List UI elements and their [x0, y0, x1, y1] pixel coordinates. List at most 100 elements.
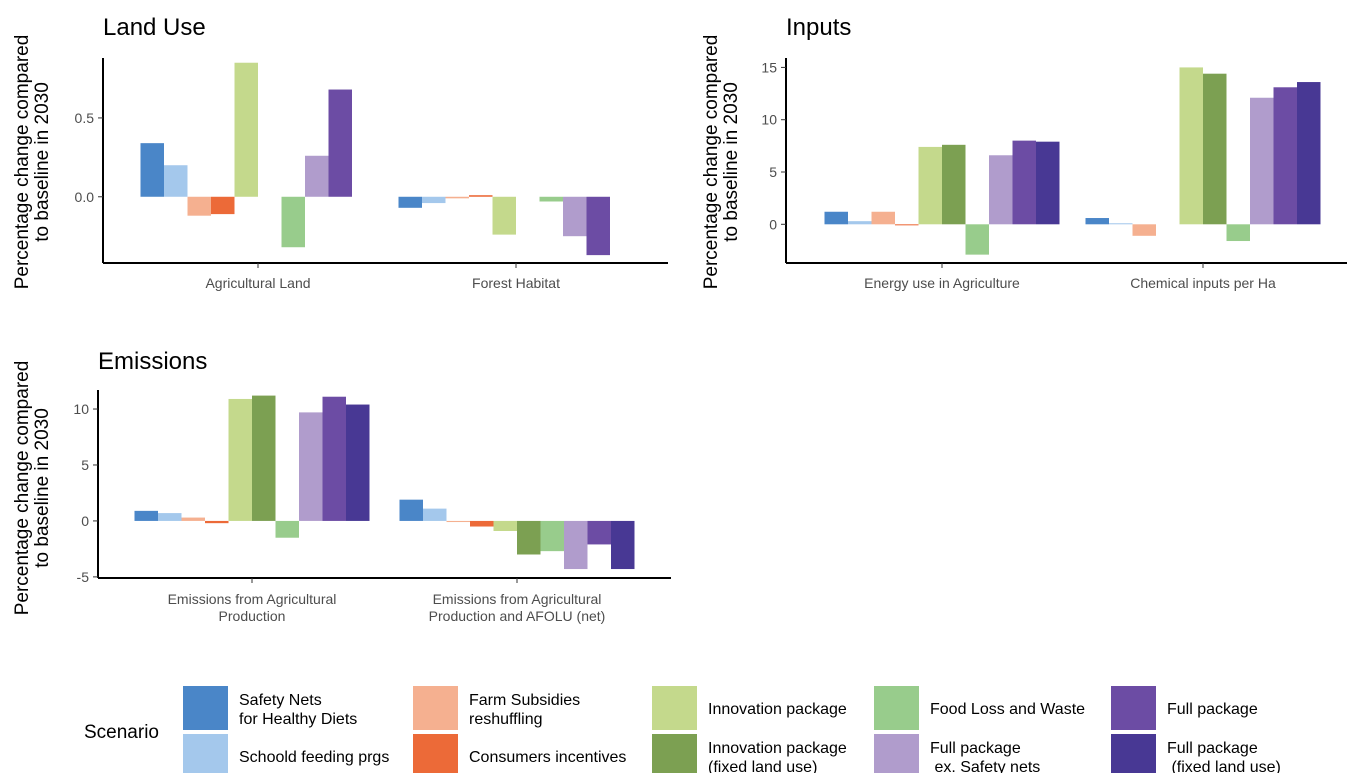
bar	[423, 508, 447, 521]
bar	[586, 196, 610, 256]
legend-label: Farm Subsidies reshuffling	[469, 692, 580, 728]
bar	[1297, 82, 1321, 225]
bar	[1012, 140, 1036, 225]
bar	[1250, 97, 1274, 225]
panel-title: Emissions	[98, 348, 207, 375]
bar	[299, 412, 323, 521]
bar	[399, 499, 423, 521]
y-tick-label: 0	[769, 216, 777, 232]
legend-item: Full package ex. Safety nets	[874, 734, 1040, 773]
bar	[611, 520, 635, 570]
legend-item: Innovation package (fixed land use)	[652, 734, 847, 773]
y-tick-label: 10	[761, 112, 777, 128]
y-axis-label: Percentage change comparedto baseline in…	[701, 35, 742, 290]
bar	[871, 211, 895, 225]
x-tick-label: Emissions from Agricultural Production	[168, 591, 337, 624]
y-tick-label: 15	[761, 59, 777, 75]
bar	[234, 62, 258, 197]
bar	[275, 520, 299, 538]
bar	[563, 196, 587, 237]
bar	[1226, 224, 1250, 242]
bar	[305, 155, 329, 197]
bar	[140, 143, 164, 197]
legend-item: Consumers incentives	[413, 734, 626, 773]
bar	[517, 520, 541, 555]
legend-label: Schoold feeding prgs	[239, 749, 389, 766]
bar	[1179, 67, 1203, 225]
bar	[446, 520, 470, 523]
bar	[492, 196, 516, 235]
bar	[328, 89, 352, 197]
bar	[398, 196, 422, 208]
legend-swatch	[183, 686, 228, 730]
panel-inputs: Inputs Percentage change comparedto basel…	[701, 14, 1347, 291]
legend-label: Full package	[1167, 701, 1258, 718]
bar	[252, 395, 276, 521]
bar	[346, 404, 370, 521]
bar	[134, 510, 158, 521]
panel-title: Inputs	[786, 14, 851, 41]
legend-item: Schoold feeding prgs	[183, 734, 389, 773]
x-tick-label: Forest Habitat	[472, 275, 560, 291]
y-tick-label: 10	[73, 401, 89, 417]
bar	[1132, 224, 1156, 236]
bar	[965, 224, 989, 255]
bar	[1036, 141, 1060, 225]
bar	[539, 196, 563, 202]
bar	[895, 224, 919, 226]
bar	[445, 196, 469, 199]
bar	[205, 520, 229, 524]
bar	[211, 196, 235, 215]
bar	[564, 520, 588, 570]
y-tick-label: 0	[81, 513, 89, 529]
panel-title: Land Use	[103, 14, 206, 41]
legend-swatch	[874, 686, 919, 730]
bar	[540, 520, 564, 552]
legend-item: Farm Subsidies reshuffling	[413, 686, 580, 730]
bar	[187, 196, 211, 216]
y-tick-label: 5	[769, 164, 777, 180]
y-tick-label: 0.5	[75, 110, 95, 126]
x-tick-label: Chemical inputs per Ha	[1130, 275, 1276, 291]
y-axis-label: Percentage change comparedto baseline in…	[12, 35, 53, 290]
legend-label: Full package (fixed land use)	[1167, 740, 1281, 773]
bar	[469, 195, 493, 197]
bar	[1085, 218, 1109, 225]
legend-item: Safety Nets for Healthy Diets	[183, 686, 357, 730]
panel-emissions: Emissions Percentage change comparedto ba…	[12, 348, 671, 624]
bar	[322, 396, 346, 521]
legend-item: Full package (fixed land use)	[1111, 734, 1281, 773]
bar	[942, 144, 966, 225]
bar	[281, 196, 305, 248]
x-tick-label: Energy use in Agriculture	[864, 275, 1020, 291]
legend-swatch	[874, 734, 919, 773]
panel-land-use: Land Use Percentage change comparedto bas…	[12, 14, 668, 291]
bar	[1273, 87, 1297, 225]
y-tick-label: -5	[77, 569, 90, 585]
legend-title: Scenario	[84, 722, 159, 743]
legend-swatch	[413, 686, 458, 730]
bar	[422, 196, 446, 204]
bar	[228, 398, 252, 521]
bar	[848, 221, 872, 225]
legend-item: Full package	[1111, 686, 1258, 730]
y-tick-label: 0.0	[75, 189, 95, 205]
legend-swatch	[183, 734, 228, 773]
legend-label: Safety Nets for Healthy Diets	[239, 692, 357, 728]
legend-swatch	[1111, 686, 1156, 730]
y-tick-label: 5	[81, 457, 89, 473]
bar	[470, 520, 494, 527]
legend-swatch	[1111, 734, 1156, 773]
bar	[493, 520, 517, 531]
legend: Scenario Safety Nets for Healthy Diets Scho…	[84, 686, 1281, 773]
legend-item: Innovation package	[652, 686, 847, 730]
bar	[158, 513, 182, 521]
legend-label: Innovation package	[708, 701, 847, 718]
legend-label: Consumers incentives	[469, 749, 626, 766]
legend-swatch	[652, 686, 697, 730]
y-axis-label: Percentage change comparedto baseline in…	[12, 361, 53, 616]
legend-swatch	[652, 734, 697, 773]
bar	[587, 520, 611, 545]
legend-label: Full package ex. Safety nets	[930, 740, 1040, 773]
